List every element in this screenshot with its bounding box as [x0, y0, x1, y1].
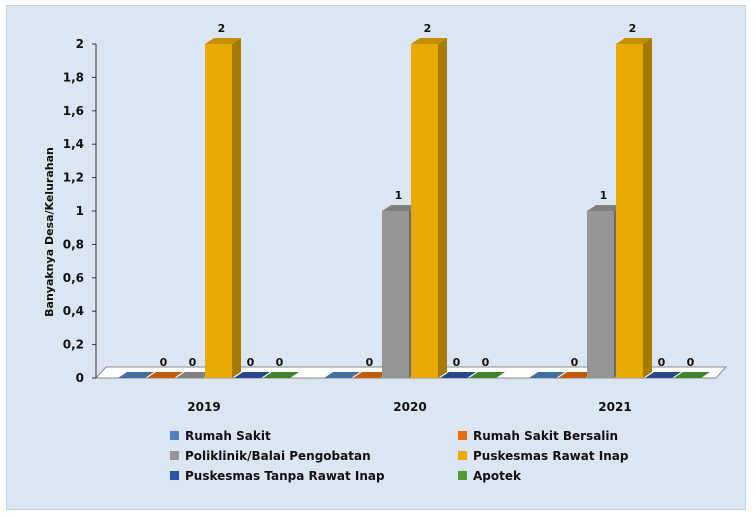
- legend-swatch: [458, 431, 467, 440]
- data-label: 2: [424, 22, 432, 35]
- data-label: 0: [571, 356, 579, 369]
- bar: [529, 372, 565, 379]
- bar-front: [382, 211, 409, 378]
- bar-top: [529, 372, 565, 378]
- bar-front: [616, 44, 643, 378]
- bar-side: [438, 38, 447, 378]
- x-category-label: 2021: [598, 400, 631, 414]
- bar: [324, 372, 360, 379]
- x-category-label: 2019: [187, 400, 220, 414]
- bar: [469, 372, 505, 379]
- bar-top: [558, 372, 594, 378]
- legend-swatch: [170, 451, 179, 460]
- legend-item: Puskesmas Rawat Inap: [458, 447, 690, 464]
- data-label: 0: [687, 356, 695, 369]
- data-label: 2: [629, 22, 637, 35]
- data-label: 0: [482, 356, 490, 369]
- data-label: 1: [395, 189, 403, 202]
- legend-item: Rumah Sakit Bersalin: [458, 427, 690, 444]
- y-tick-label: 1,8: [63, 70, 84, 84]
- data-label: 2: [218, 22, 226, 35]
- data-label: 0: [189, 356, 197, 369]
- bar: [147, 372, 183, 379]
- bar-side: [643, 38, 652, 378]
- bar-front: [411, 44, 438, 378]
- y-axis-label: Banyaknya Desa/Kelurahan: [43, 147, 56, 317]
- bar: [616, 38, 652, 378]
- bar: [674, 372, 710, 379]
- y-tick-label: 0,2: [63, 338, 84, 352]
- y-tick-label: 0,6: [63, 271, 84, 285]
- bar-top: [469, 372, 505, 378]
- bar: [118, 372, 154, 379]
- bar: [558, 372, 594, 379]
- legend-swatch: [458, 471, 467, 480]
- bar: [263, 372, 299, 379]
- y-tick-label: 1,4: [63, 137, 84, 151]
- data-label: 0: [453, 356, 461, 369]
- bar: [645, 372, 681, 379]
- bar: [234, 372, 270, 379]
- y-tick-label: 0,4: [63, 304, 84, 318]
- legend-label: Rumah Sakit Bersalin: [473, 428, 619, 443]
- data-label: 0: [366, 356, 374, 369]
- bar-top: [205, 38, 241, 44]
- bar-top: [440, 372, 476, 378]
- bar-top: [234, 372, 270, 378]
- data-label: 0: [247, 356, 255, 369]
- legend-item: Puskesmas Tanpa Rawat Inap: [170, 467, 458, 484]
- bar: [176, 372, 212, 379]
- data-label: 0: [160, 356, 168, 369]
- bar-top: [645, 372, 681, 378]
- legend: Rumah Sakit Rumah Sakit Bersalin Poliklini…: [170, 427, 690, 484]
- bar-top: [674, 372, 710, 378]
- y-tick-label: 0,8: [63, 237, 84, 251]
- bar-front: [587, 211, 614, 378]
- legend-item: Rumah Sakit: [170, 427, 458, 444]
- y-tick-label: 1,6: [63, 104, 84, 118]
- legend-label: Puskesmas Tanpa Rawat Inap: [185, 468, 385, 483]
- bar-top: [324, 372, 360, 378]
- bar: [411, 38, 447, 378]
- y-tick-label: 0: [76, 371, 84, 385]
- legend-swatch: [458, 451, 467, 460]
- legend-label: Puskesmas Rawat Inap: [473, 448, 629, 463]
- legend-item: Poliklinik/Balai Pengobatan: [170, 447, 458, 464]
- bar-top: [616, 38, 652, 44]
- x-axis-categories: 2019 2020 2021: [187, 400, 631, 414]
- bar-side: [232, 38, 241, 378]
- bar-top: [118, 372, 154, 378]
- bar-top: [382, 205, 418, 211]
- bar: [440, 372, 476, 379]
- legend-label: Poliklinik/Balai Pengobatan: [185, 448, 371, 463]
- data-label: 1: [600, 189, 608, 202]
- legend-swatch: [170, 471, 179, 480]
- bar-front: [205, 44, 232, 378]
- legend-label: Rumah Sakit: [185, 428, 271, 443]
- chart-frame: 0 0,2 0,4 0,6 0,8 1 1,2 1,4 1,6 1,8 2 0 0 2 0 0 0 1 2 0 0 0 1…: [6, 5, 746, 510]
- legend-swatch: [170, 431, 179, 440]
- legend-label: Apotek: [473, 468, 521, 483]
- bar-top: [411, 38, 447, 44]
- bar-top: [176, 372, 212, 378]
- bar-top: [353, 372, 389, 378]
- y-axis: 0 0,2 0,4 0,6 0,8 1 1,2 1,4 1,6 1,8 2: [63, 37, 97, 385]
- bar-top: [147, 372, 183, 378]
- data-label: 0: [276, 356, 284, 369]
- bar: [205, 38, 241, 378]
- y-tick-label: 2: [76, 37, 84, 51]
- y-tick-label: 1,2: [63, 171, 84, 185]
- data-label: 0: [658, 356, 666, 369]
- bar-top: [263, 372, 299, 378]
- bars: [118, 38, 710, 379]
- y-tick-label: 1: [76, 204, 84, 218]
- x-category-label: 2020: [393, 400, 426, 414]
- legend-item: Apotek: [458, 467, 690, 484]
- bar-top: [587, 205, 623, 211]
- bar: [353, 372, 389, 379]
- chart-svg: 0 0,2 0,4 0,6 0,8 1 1,2 1,4 1,6 1,8 2 0 0 2 0 0 0 1 2 0 0 0 1…: [43, 22, 728, 414]
- data-labels: 0 0 2 0 0 0 1 2 0 0 0 1 2 0 0: [160, 22, 695, 369]
